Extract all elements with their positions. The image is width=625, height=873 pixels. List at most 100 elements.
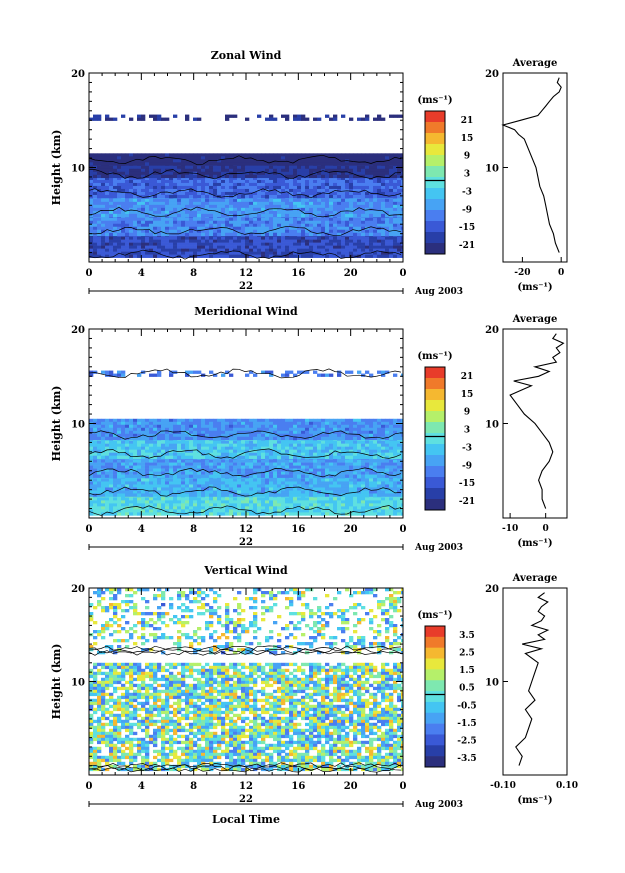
heatmap-cell — [293, 500, 298, 504]
heatmap-cell — [153, 500, 158, 504]
heatmap-cell — [109, 487, 114, 491]
heatmap-cell — [105, 503, 110, 507]
heatmap-cell — [217, 490, 222, 494]
heatmap-cell — [373, 245, 378, 249]
heatmap-cell — [161, 223, 166, 228]
heatmap-cell — [309, 176, 314, 181]
heatmap-cell — [301, 236, 306, 240]
heatmap-cell — [89, 512, 94, 516]
heatmap-cell — [401, 481, 403, 485]
heatmap-cell — [213, 497, 218, 501]
heatmap-cell — [217, 440, 222, 444]
heatmap-cell — [225, 223, 230, 228]
heatmap-cell — [269, 220, 274, 225]
heatmap-cell — [141, 254, 146, 258]
colorbar-segment — [425, 221, 445, 233]
heatmap-cell — [281, 490, 286, 494]
heatmap-cell — [197, 484, 202, 488]
heatmap-cell — [241, 217, 246, 222]
heatmap-cell — [349, 185, 354, 190]
heatmap-cell — [129, 509, 134, 513]
heatmap-cell — [105, 176, 110, 181]
heatmap-cell — [229, 182, 234, 187]
heatmap-cell — [345, 217, 350, 222]
heatmap-cell — [257, 114, 262, 118]
heatmap-cell — [245, 171, 250, 176]
heatmap-cell — [393, 213, 398, 218]
heatmap-cell — [345, 239, 350, 243]
heatmap-cell — [213, 254, 218, 258]
heatmap-cell — [321, 217, 326, 222]
heatmap-cell — [217, 465, 222, 469]
heatmap-cell — [93, 487, 98, 491]
heatmap-cell — [393, 512, 398, 516]
heatmap-cell — [137, 165, 142, 170]
heatmap-cell — [273, 165, 278, 170]
heatmap-cell — [145, 509, 150, 513]
heatmap-cell — [177, 468, 182, 472]
heatmap-cell — [345, 506, 350, 510]
heatmap-cell — [133, 207, 138, 212]
heatmap-cell — [377, 223, 382, 228]
heatmap-cell — [309, 500, 314, 504]
heatmap-cell — [137, 245, 142, 249]
heatmap-cell — [181, 471, 186, 475]
heatmap-cell — [301, 254, 306, 258]
heatmap-cell — [257, 484, 262, 488]
heatmap-cell — [205, 484, 210, 488]
heatmap-cell — [173, 229, 178, 234]
heatmap-cell — [381, 239, 386, 243]
heatmap-cell — [353, 207, 358, 212]
panel-title: Meridional Wind — [194, 305, 298, 318]
heatmap-cell — [249, 245, 254, 249]
heatmap-cell — [297, 242, 302, 246]
heatmap-cell — [177, 229, 182, 234]
heatmap-cell — [289, 191, 294, 196]
heatmap-cell — [345, 232, 350, 237]
heatmap-cell — [257, 497, 262, 501]
heatmap-cell — [321, 512, 326, 516]
heatmap-cell — [93, 468, 98, 472]
heatmap-cell — [113, 465, 118, 469]
heatmap-cell — [185, 179, 190, 184]
heatmap-cell — [385, 245, 390, 249]
heatmap-cell — [145, 487, 150, 491]
heatmap-cell — [325, 226, 330, 231]
heatmap-cell — [301, 468, 306, 472]
heatmap-cell — [89, 174, 94, 179]
heatmap-cell — [229, 188, 234, 193]
heatmap-cell — [253, 239, 258, 243]
heatmap-cell — [189, 210, 194, 215]
heatmap-cell — [105, 236, 110, 240]
heatmap-cell — [369, 459, 374, 463]
heatmap-cell — [205, 165, 210, 170]
heatmap-cell — [153, 239, 158, 243]
heatmap-cell — [333, 174, 338, 179]
heatmap-cell — [193, 153, 198, 157]
heatmap-cell — [329, 159, 334, 163]
heatmap-cell — [165, 497, 170, 501]
heatmap-cell — [193, 232, 198, 237]
heatmap-cell — [197, 226, 202, 231]
heatmap-cell — [341, 176, 346, 181]
heatmap-cell — [89, 471, 94, 475]
heatmap-cell — [393, 471, 398, 475]
heatmap-cell — [337, 194, 342, 199]
heatmap-cell — [129, 191, 134, 196]
heatmap-cell — [389, 204, 394, 209]
heatmap-cell — [109, 242, 114, 246]
heatmap-cell — [397, 497, 402, 501]
heatmap-cell — [149, 182, 154, 187]
colorbar-segment — [425, 133, 445, 145]
heatmap-cell — [293, 191, 298, 196]
heatmap-cell — [377, 198, 382, 203]
heatmap-cell — [129, 248, 134, 252]
heatmap-cell — [161, 162, 166, 166]
heatmap-cell — [89, 194, 94, 199]
heatmap-cell — [89, 117, 94, 121]
heatmap-cell — [109, 481, 114, 485]
heatmap-cell — [301, 465, 306, 469]
heatmap-cell — [137, 487, 142, 491]
heatmap-cell — [269, 223, 274, 228]
heatmap-cell — [313, 204, 318, 209]
